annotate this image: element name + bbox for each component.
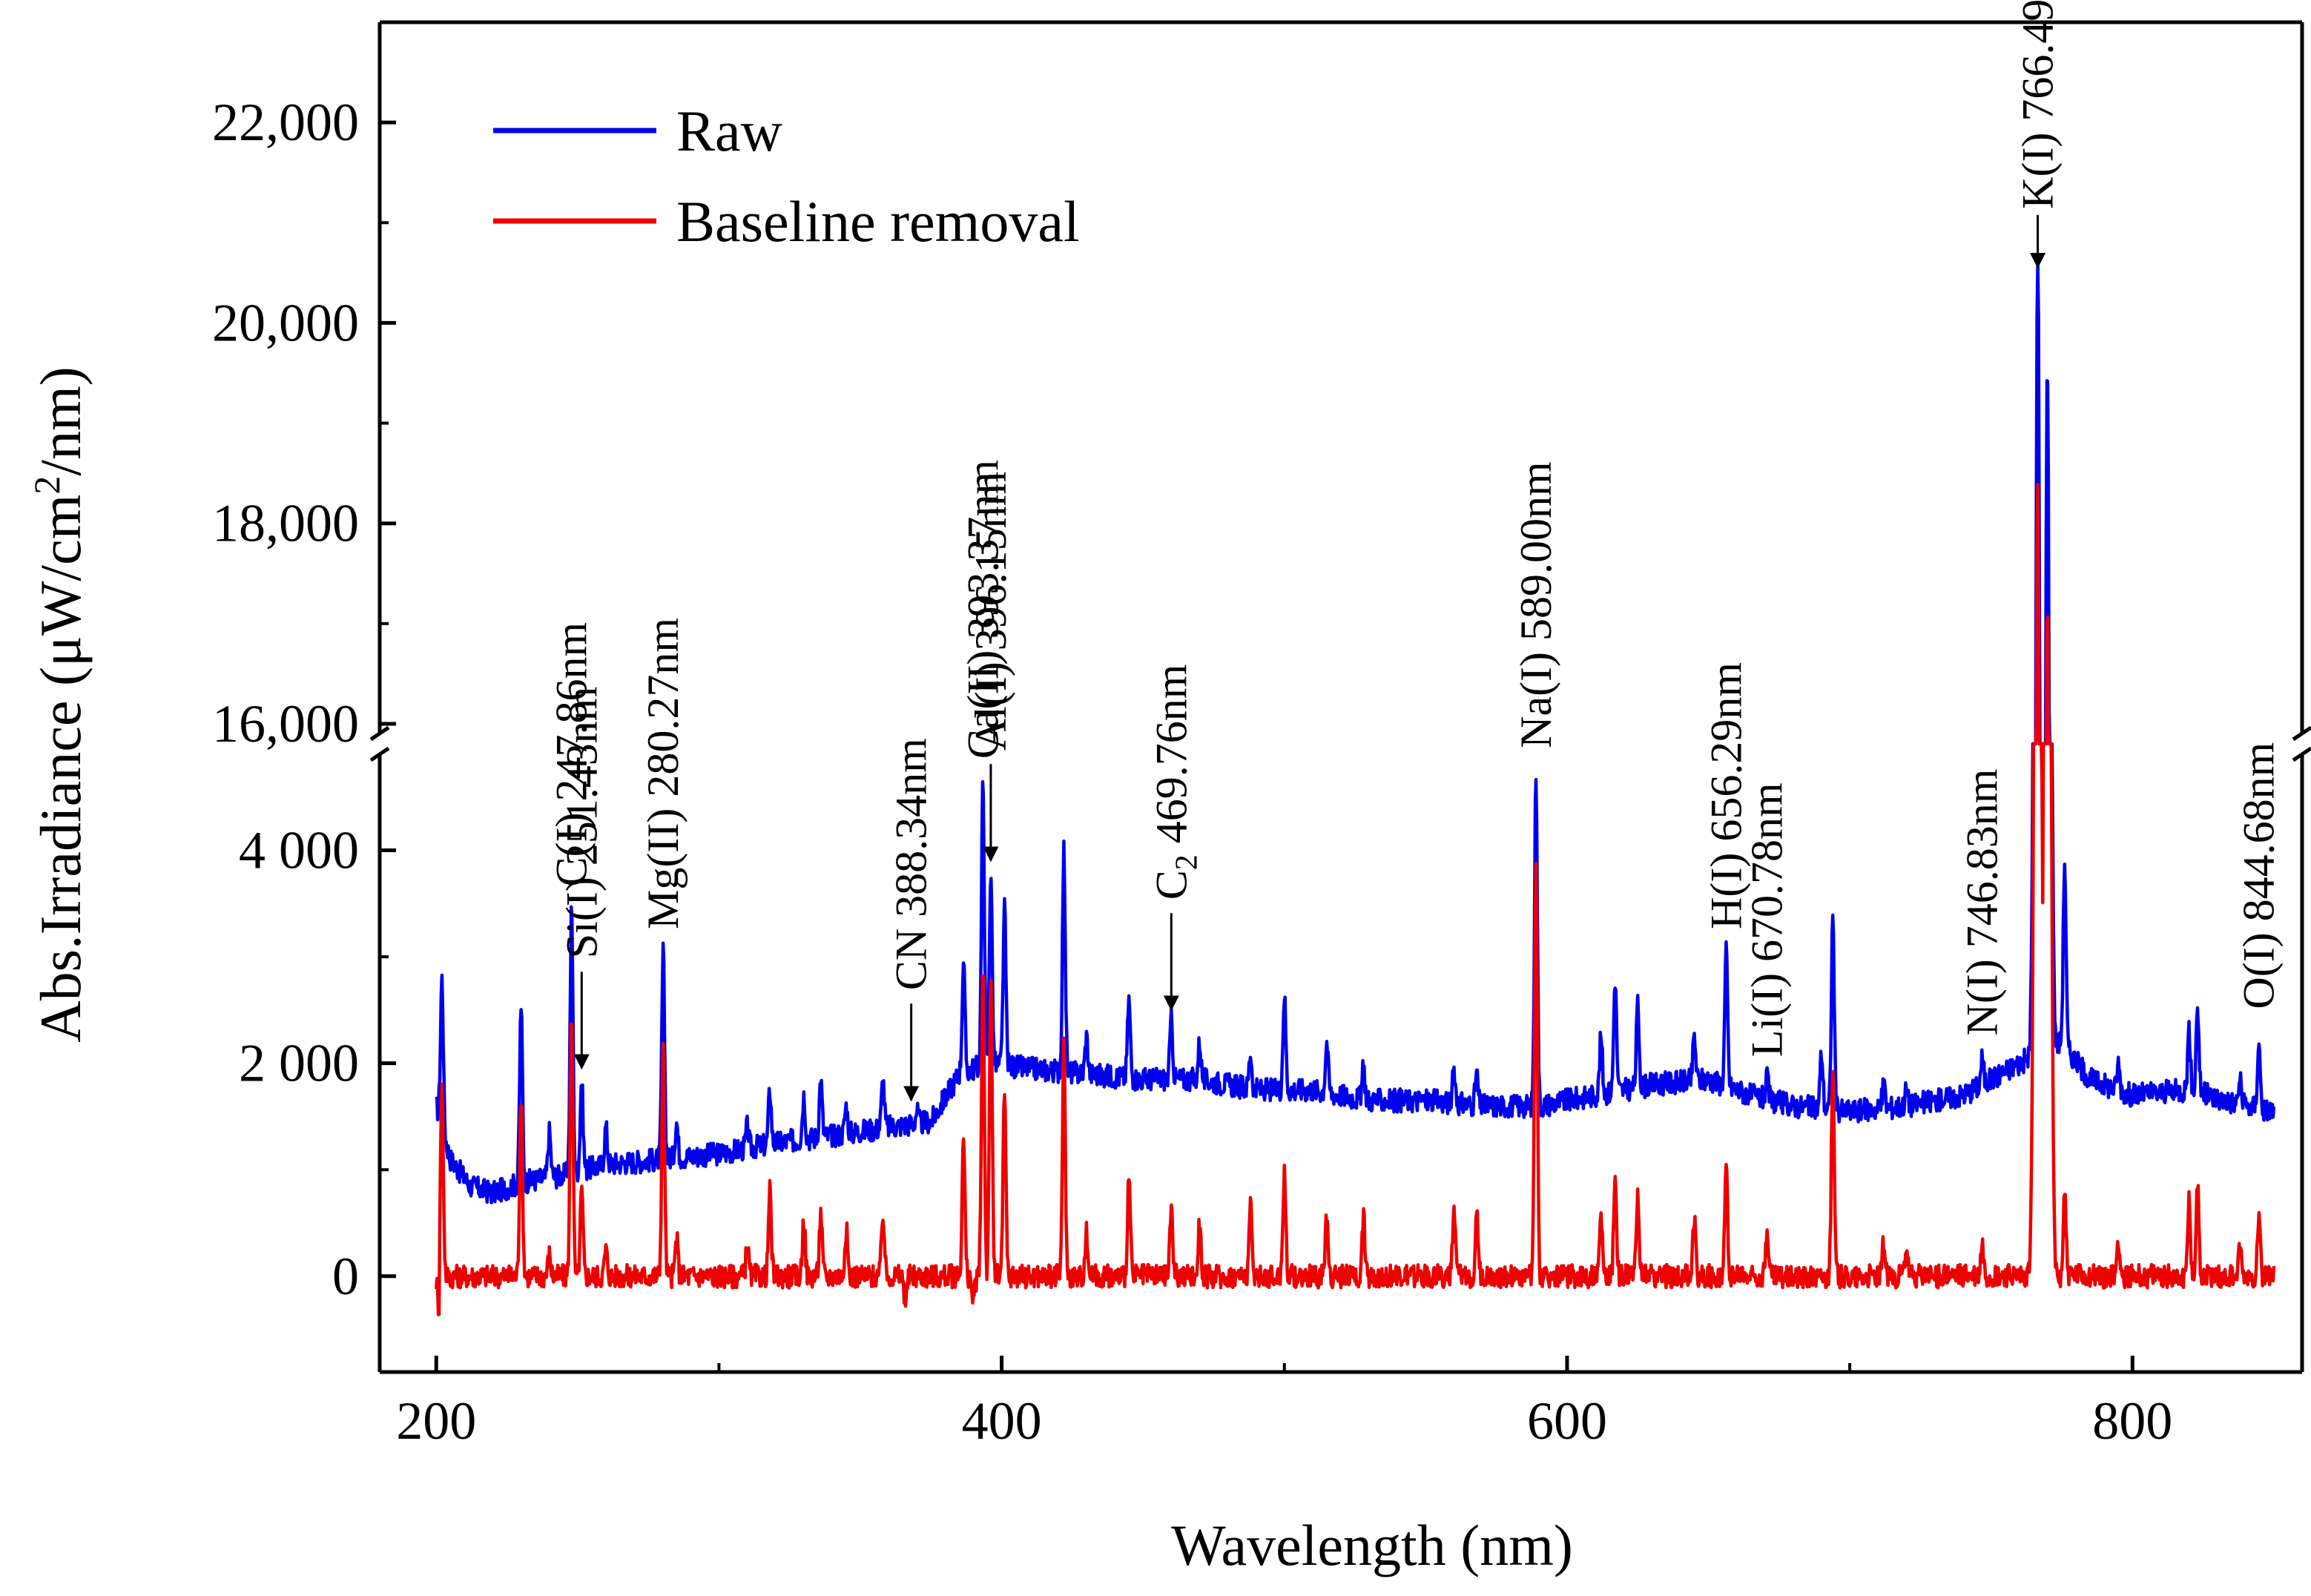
y-axis-title-sup: 2 — [26, 476, 67, 495]
peak-annotation: Ca(II) 393.37nm — [958, 460, 1007, 759]
x-tick-label: 200 — [396, 1391, 476, 1451]
series-line-baseline-removal — [434, 482, 2276, 1316]
peak-annotation: H(I) 656.29nm — [1702, 662, 1751, 929]
peak-annotation: K(I) 766.49nm — [2014, 0, 2063, 209]
peak-annotation: O(I) 844.68nm — [2235, 742, 2284, 1009]
y-tick-label: 20,000 — [212, 293, 359, 352]
peak-annotation: Si(I) 251.43nm — [557, 687, 606, 959]
peak-annotation: CN 388.34nm — [887, 738, 936, 990]
y-tick-label: 4 000 — [239, 821, 359, 880]
x-tick-label: 600 — [1527, 1391, 1607, 1451]
y-axis-title: Abs.Irradiance (μW/cm2/nm) — [26, 366, 93, 1042]
x-tick-label: 800 — [2092, 1391, 2172, 1451]
peak-annotation: Li(I) 670.78nm — [1743, 782, 1792, 1057]
y-tick-label: 2 000 — [239, 1034, 359, 1093]
legend-label-raw: Raw — [676, 99, 782, 163]
legend-label-baseline: Baseline removal — [676, 189, 1080, 254]
y-tick-label: 22,000 — [212, 93, 359, 152]
axis-break-mark-right — [2292, 725, 2311, 762]
series-line-raw — [435, 261, 2276, 1204]
x-tick-label: 400 — [962, 1391, 1042, 1451]
x-axis-title: Wavelength (nm) — [1171, 1513, 1573, 1577]
peak-annotation: N(I) 746.83nm — [1958, 769, 2007, 1036]
peak-annotation: Mg(II) 280.27nm — [639, 618, 688, 929]
peak-annotation: Na(I) 589.00nm — [1511, 461, 1560, 748]
peak-annotation: C2 469.76nm — [1147, 665, 1204, 900]
y-axis-title-suffix: /nm) — [28, 366, 93, 475]
axis-break-mark-left — [369, 725, 390, 762]
y-tick-label: 18,000 — [212, 494, 359, 553]
y-axis-title-prefix: Abs.Irradiance (μW/cm — [28, 495, 93, 1043]
y-tick-label: 16,000 — [212, 694, 359, 754]
legend: Raw Baseline removal — [493, 99, 1080, 254]
peak-annotation: Al(I) 396.15nm — [966, 472, 1015, 751]
peak-annotation: C(I) 247.86nm — [547, 622, 596, 887]
y-tick-label: 0 — [332, 1247, 359, 1306]
